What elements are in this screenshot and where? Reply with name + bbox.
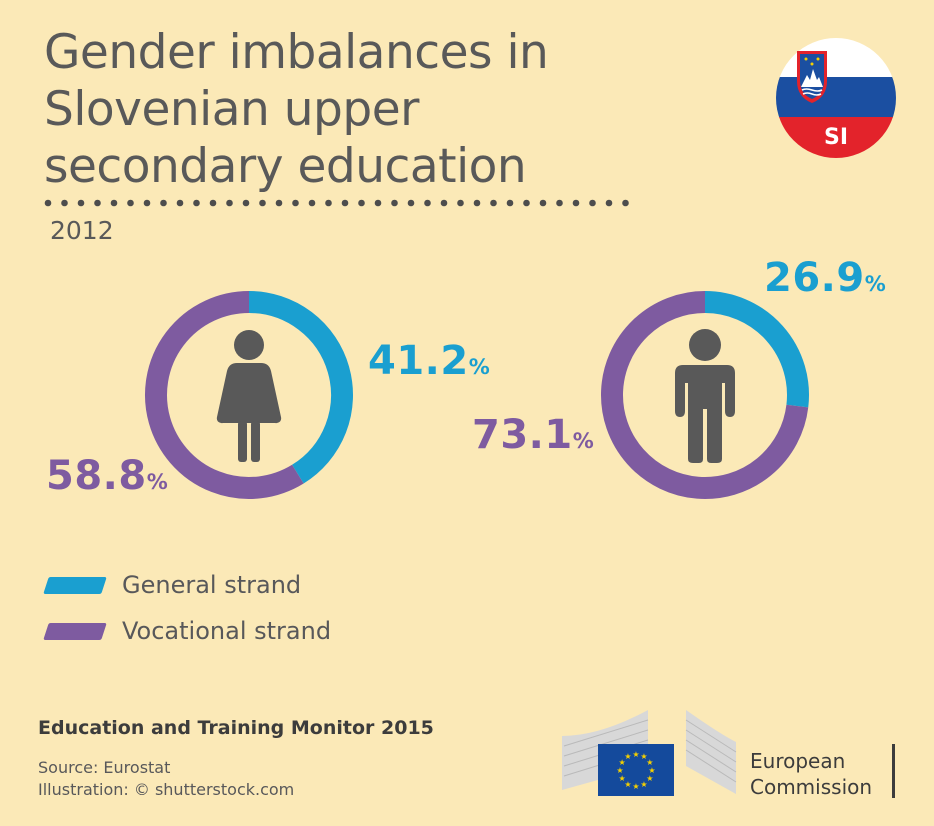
eu-star-icon: ★ bbox=[619, 774, 626, 783]
divider-dot bbox=[506, 199, 514, 207]
eu-star-icon: ★ bbox=[646, 774, 653, 783]
divider-dot bbox=[94, 199, 101, 207]
eu-star-icon: ★ bbox=[619, 758, 626, 767]
eu-star-icon: ★ bbox=[640, 780, 647, 789]
eu-star-icon: ★ bbox=[646, 758, 653, 767]
divider-dot bbox=[259, 199, 266, 207]
divider-dot bbox=[539, 199, 547, 207]
divider-dot bbox=[143, 199, 151, 207]
eu-star-icon: ★ bbox=[632, 750, 639, 759]
donut-slice-general bbox=[704, 291, 809, 408]
legend-label-general: General strand bbox=[122, 571, 302, 599]
publication-title: Education and Training Monitor 2015 bbox=[38, 717, 434, 739]
title-year: 2012 bbox=[50, 216, 114, 245]
donut-slice-vocational bbox=[145, 291, 304, 499]
divider-dot bbox=[275, 199, 283, 207]
female-vocational-value: 58.8% bbox=[46, 453, 168, 499]
divider-dot bbox=[622, 199, 629, 207]
divider-dot bbox=[110, 199, 118, 207]
divider-dot bbox=[407, 199, 415, 207]
legend-item-vocational: Vocational strand bbox=[43, 617, 332, 645]
illustration-credit: Illustration: © shutterstock.com bbox=[38, 780, 295, 799]
male-general-value: 26.9% bbox=[764, 255, 886, 301]
eu-star-icon: ★ bbox=[648, 766, 655, 775]
eu-star-icon: ★ bbox=[632, 782, 639, 791]
divider-dot bbox=[374, 199, 382, 207]
eu-star-icon: ★ bbox=[640, 752, 647, 761]
slovenia-coat-of-arms-icon bbox=[797, 51, 827, 103]
female-general-value: 41.2% bbox=[368, 338, 490, 384]
divider-dot bbox=[572, 199, 580, 207]
title-dotted-divider bbox=[44, 199, 629, 207]
legend-swatch-general bbox=[43, 576, 107, 594]
donut-chart-male bbox=[601, 291, 809, 499]
divider-dot bbox=[160, 199, 167, 207]
divider-dot bbox=[325, 199, 332, 207]
divider-dot bbox=[391, 199, 398, 207]
page-title: Gender imbalances in Slovenian upper sec… bbox=[44, 24, 604, 259]
logo-text-commission: Commission bbox=[750, 775, 872, 799]
divider-dot bbox=[209, 199, 217, 207]
divider-dot bbox=[605, 199, 613, 207]
european-commission-logo: ★ ★★★★★★★★★★★ European Commission bbox=[562, 710, 895, 799]
divider-dot bbox=[61, 199, 68, 207]
donut-slice-vocational bbox=[601, 291, 809, 499]
divider-dot bbox=[341, 199, 349, 207]
legend-item-general: General strand bbox=[43, 571, 302, 599]
divider-dot bbox=[77, 199, 85, 207]
divider-dot bbox=[292, 199, 299, 207]
divider-dot bbox=[440, 199, 448, 207]
divider-dot bbox=[44, 199, 52, 207]
male-figure-icon bbox=[675, 329, 735, 463]
female-figure-icon bbox=[216, 330, 282, 462]
donut-chart-female bbox=[145, 291, 353, 499]
donut-slice-general bbox=[248, 291, 353, 484]
eu-star-icon: ★ bbox=[624, 780, 631, 789]
eu-flag-icon bbox=[598, 744, 674, 796]
eu-star-icon: ★ bbox=[616, 766, 623, 775]
divider-dot bbox=[589, 199, 596, 207]
male-vocational-value: 73.1% bbox=[472, 412, 594, 458]
logo-text-european: European bbox=[750, 749, 845, 773]
divider-dot bbox=[490, 199, 497, 207]
source-note: Source: Eurostat bbox=[38, 758, 171, 777]
divider-dot bbox=[556, 199, 563, 207]
flag-country-code: SI bbox=[824, 125, 848, 150]
divider-dot bbox=[176, 199, 184, 207]
divider-dot bbox=[473, 199, 481, 207]
slovenia-flag-icon: SI bbox=[776, 38, 896, 158]
divider-dot bbox=[193, 199, 200, 207]
eu-star-icon: ★ bbox=[624, 752, 631, 761]
divider-dot bbox=[226, 199, 233, 207]
divider-dot bbox=[308, 199, 316, 207]
divider-dot bbox=[523, 199, 530, 207]
divider-dot bbox=[358, 199, 365, 207]
divider-dot bbox=[457, 199, 464, 207]
legend-label-vocational: Vocational strand bbox=[122, 617, 332, 645]
divider-dot bbox=[424, 199, 431, 207]
title-text: Gender imbalances in Slovenian upper sec… bbox=[44, 25, 549, 194]
divider-dot bbox=[127, 199, 134, 207]
divider-dot bbox=[242, 199, 250, 207]
legend-swatch-vocational bbox=[43, 622, 107, 640]
